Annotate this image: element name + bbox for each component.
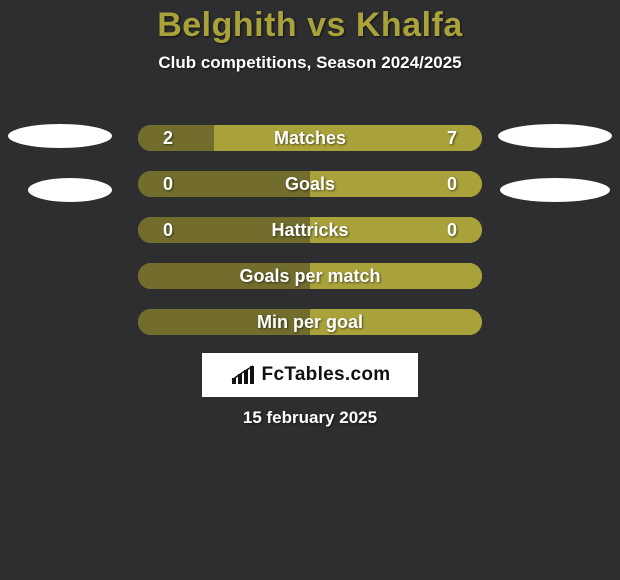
stat-bar-left-fill <box>138 263 310 289</box>
stat-row: Goals per match <box>0 260 620 306</box>
stat-rows: Matches27Goals00Hattricks00Goals per mat… <box>0 122 620 352</box>
side-ellipse <box>500 178 610 202</box>
page-subtitle: Club competitions, Season 2024/2025 <box>0 53 620 73</box>
stat-value-left: 0 <box>144 217 192 243</box>
stat-bar <box>138 263 482 289</box>
stat-bar <box>138 309 482 335</box>
source-logo-text: FcTables.com <box>262 364 391 386</box>
stat-value-right: 0 <box>428 217 476 243</box>
source-logo: FcTables.com <box>202 353 418 397</box>
comparison-infographic: Belghith vs Khalfa Club competitions, Se… <box>0 0 620 580</box>
stat-value-right: 7 <box>428 125 476 151</box>
date-label: 15 february 2025 <box>0 408 620 428</box>
page-title: Belghith vs Khalfa <box>0 6 620 45</box>
stat-bar-right-fill <box>310 263 482 289</box>
stat-bar-right-fill <box>310 309 482 335</box>
stat-bar-left-fill <box>138 309 310 335</box>
side-ellipse <box>8 124 112 148</box>
stat-value-right: 0 <box>428 171 476 197</box>
stat-value-left: 0 <box>144 171 192 197</box>
bars-icon <box>230 364 258 386</box>
side-ellipse <box>498 124 612 148</box>
stat-row: Min per goal <box>0 306 620 352</box>
stat-row: Hattricks00 <box>0 214 620 260</box>
stat-value-left: 2 <box>144 125 192 151</box>
side-ellipse <box>28 178 112 202</box>
